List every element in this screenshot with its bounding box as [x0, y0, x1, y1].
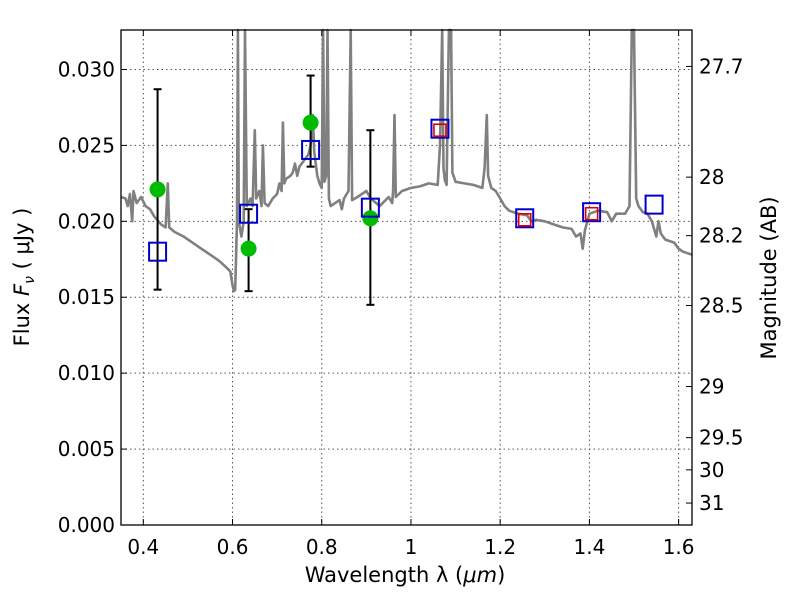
nir-flux-box [433, 123, 447, 138]
y-tick-label: 0.005 [58, 437, 115, 461]
plot-frame [120, 29, 693, 526]
y-tick-labels: 0.000 0.005 0.010 0.015 0.020 0.025 0.030 [58, 57, 115, 537]
y-axis-label: Flux Fν ( μJy ) [10, 208, 38, 347]
x-tick-labels: 0.4 0.6 0.8 1 1.2 1.4 1.6 [127, 535, 694, 559]
model-flux-box [430, 118, 450, 139]
x-tick-label: 1.4 [573, 535, 605, 559]
nir-boxes-layer [433, 123, 599, 227]
x-tick-label: 0.8 [306, 535, 338, 559]
y2-tick-label: 31 [699, 491, 724, 515]
y2-tick-labels: 27.7 28 28.2 28.5 29 29.5 30 31 [699, 54, 744, 515]
y2-tick-label: 28.2 [699, 224, 744, 248]
y-tick-label: 0.015 [58, 285, 115, 309]
model-flux-box [301, 139, 321, 160]
model-flux-box [582, 202, 602, 223]
x-tick-label: 0.6 [217, 535, 249, 559]
observed-point [240, 240, 257, 257]
sed-spectrum-layer [120, 28, 693, 293]
nir-flux-box [584, 206, 599, 221]
axis-ticks [121, 30, 692, 526]
y-tick-label: 0.010 [58, 361, 115, 385]
y2-tick-label: 29 [699, 375, 724, 399]
y-tick-label: 0.020 [58, 209, 115, 233]
y-tick-label: 0.025 [58, 133, 115, 157]
y2-tick-label: 30 [699, 458, 724, 482]
model-flux-box [644, 194, 664, 215]
model-flux-box [515, 208, 535, 229]
model-flux-box [239, 203, 259, 224]
y2-tick-label: 29.5 [699, 426, 744, 450]
y-tick-label: 0.030 [58, 57, 115, 81]
nir-flux-box [517, 213, 532, 227]
x-tick-label: 1.6 [663, 535, 695, 559]
observed-point [302, 114, 319, 131]
observed-point [149, 181, 166, 198]
model-boxes-layer [148, 118, 664, 262]
x-tick-label: 0.4 [127, 535, 159, 559]
x-tick-label: 1.2 [484, 535, 516, 559]
model-flux-box [148, 241, 168, 262]
sed-spectrum-line [120, 28, 693, 293]
y2-axis-label: Magnitude (AB) [757, 196, 781, 359]
y2-tick-label: 28 [699, 165, 724, 189]
x-tick-label: 1 [405, 535, 418, 559]
y2-tick-label: 27.7 [699, 54, 744, 78]
model-flux-box [360, 197, 380, 218]
grid-lines [121, 30, 692, 526]
observed-points-layer [149, 114, 379, 257]
observed-point [362, 210, 379, 227]
y2-tick-label: 28.5 [699, 294, 744, 318]
y-tick-label: 0.000 [58, 513, 115, 537]
x-axis-label: Wavelength λ (μm) [305, 563, 506, 587]
